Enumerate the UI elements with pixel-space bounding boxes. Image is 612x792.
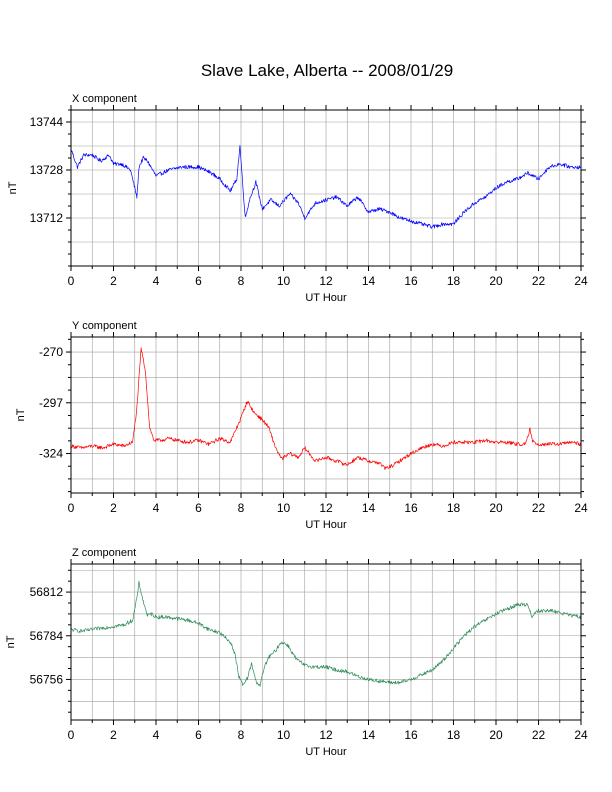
- x-tick-label: 24: [574, 274, 588, 288]
- x-tick-label: 18: [447, 274, 461, 288]
- x-tick-label: 2: [110, 274, 117, 288]
- x-tick-label: 4: [153, 274, 160, 288]
- x-tick-label: 8: [238, 274, 245, 288]
- x-component-panel: X component UT Hour nT 0 2 4 6 8 10 12 14 16 18 20…: [7, 93, 588, 304]
- x-axis-label: UT Hour: [305, 519, 347, 531]
- x-tick-label: 16: [404, 501, 418, 515]
- y-tick-label: 56784: [30, 629, 64, 643]
- x-tick-label: 6: [195, 728, 202, 742]
- panel-label: X component: [72, 93, 137, 105]
- series-line: [70, 145, 582, 229]
- x-tick-label: 20: [489, 501, 503, 515]
- x-tick-label: 18: [447, 501, 461, 515]
- x-axis-label: UT Hour: [305, 292, 347, 304]
- x-tick-label: 10: [277, 501, 291, 515]
- x-tick-label: 24: [574, 501, 588, 515]
- y-axis-label: nT: [5, 635, 17, 648]
- panel-label: Y component: [72, 320, 137, 332]
- x-tick-label: 2: [110, 501, 117, 515]
- y-tick-label: 13712: [30, 211, 64, 225]
- x-tick-label: 10: [277, 728, 291, 742]
- x-tick-label: 14: [362, 501, 376, 515]
- y-tick-label: -297: [39, 396, 63, 410]
- x-tick-label: 16: [404, 274, 418, 288]
- y-tick-label: 56812: [30, 585, 64, 599]
- x-tick-label: 12: [319, 274, 333, 288]
- x-tick-label: 12: [319, 728, 333, 742]
- x-tick-label: 2: [110, 728, 117, 742]
- y-tick-label: -324: [39, 447, 63, 461]
- y-tick-label: 56756: [30, 672, 64, 686]
- x-tick-label: 0: [68, 728, 75, 742]
- series-line: [70, 347, 582, 470]
- x-tick-label: 6: [195, 501, 202, 515]
- y-component-panel: Y component UT Hour nT 0 2 4 6 8 10 12 14 16 18 20…: [15, 320, 588, 531]
- x-tick-label: 10: [277, 274, 291, 288]
- x-tick-label: 22: [532, 274, 546, 288]
- x-tick-label: 4: [153, 501, 160, 515]
- x-axis-label: UT Hour: [305, 746, 347, 758]
- x-tick-label: 20: [489, 274, 503, 288]
- x-tick-label: 8: [238, 501, 245, 515]
- x-tick-label: 12: [319, 501, 333, 515]
- x-tick-label: 18: [447, 728, 461, 742]
- y-tick-label: 13744: [30, 115, 64, 129]
- x-tick-label: 6: [195, 274, 202, 288]
- y-axis-label: nT: [7, 181, 19, 194]
- x-tick-label: 0: [68, 501, 75, 515]
- y-axis-label: nT: [15, 408, 27, 421]
- y-tick-label: 13728: [30, 163, 64, 177]
- panel-label: Z component: [72, 547, 136, 559]
- x-tick-label: 14: [362, 274, 376, 288]
- x-tick-label: 14: [362, 728, 376, 742]
- x-tick-label: 24: [574, 728, 588, 742]
- x-tick-label: 22: [532, 501, 546, 515]
- figure-title: Slave Lake, Alberta -- 2008/01/29: [201, 61, 453, 80]
- x-tick-label: 4: [153, 728, 160, 742]
- x-tick-label: 20: [489, 728, 503, 742]
- y-tick-label: -270: [39, 345, 63, 359]
- series-line: [70, 580, 582, 687]
- z-component-panel: Z component UT Hour nT 0 2 4 6 8 10 12 14 16 18 20…: [5, 547, 588, 758]
- x-tick-label: 0: [68, 274, 75, 288]
- x-tick-label: 8: [238, 728, 245, 742]
- x-tick-label: 16: [404, 728, 418, 742]
- x-tick-label: 22: [532, 728, 546, 742]
